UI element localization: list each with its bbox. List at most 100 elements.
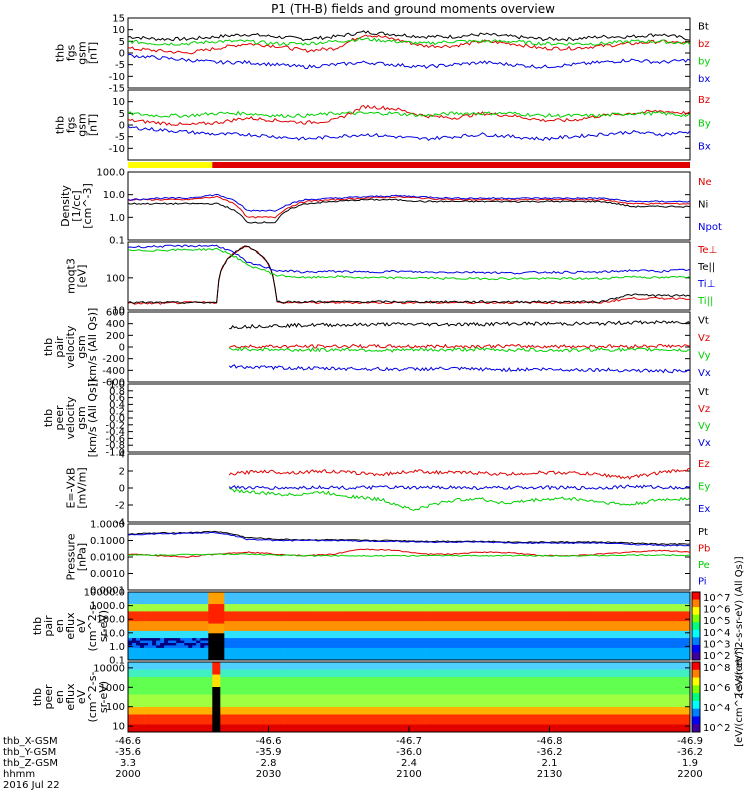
heatmap-cell: [413, 667, 418, 670]
heatmap-cell: [609, 667, 615, 670]
heatmap-cell: [208, 613, 213, 617]
heatmap-cell: [421, 616, 426, 620]
heatmap-cell: [489, 599, 494, 603]
heatmap-cell: [228, 635, 233, 639]
heatmap-cell: [292, 596, 297, 600]
heatmap-cell: [517, 650, 522, 654]
heatmap-cell: [401, 657, 406, 661]
heatmap-cell: [477, 630, 482, 634]
heatmap-cell: [380, 672, 386, 675]
heatmap-cell: [601, 630, 607, 634]
heatmap-cell: [268, 657, 273, 661]
heatmap-cell: [445, 613, 450, 617]
heatmap-cell: [625, 592, 631, 595]
heatmap-cell: [376, 616, 382, 620]
heatmap-cell: [505, 643, 510, 646]
heatmap-cell: [228, 657, 233, 661]
heatmap-cell: [433, 655, 438, 658]
heatmap-cell: [417, 672, 422, 675]
heatmap-cell: [228, 647, 233, 651]
heatmap-cell: [336, 601, 342, 605]
heatmap-cell: [457, 604, 462, 607]
heatmap-cell: [649, 662, 655, 665]
heatmap-cell: [633, 640, 639, 644]
heatmap-cell: [453, 613, 458, 617]
heatmap-cell: [332, 635, 338, 639]
heatmap-cell: [405, 650, 410, 654]
heatmap-cell: [517, 645, 522, 649]
heatmap-cell: [669, 613, 675, 617]
heatmap-cell: [284, 623, 289, 627]
heatmap-cell: [589, 616, 594, 620]
heatmap-cell: [192, 647, 197, 651]
heatmap-cell: [264, 609, 269, 612]
heatmap-cell: [477, 645, 482, 649]
heatmap-cell: [557, 640, 562, 644]
heatmap-cell: [673, 626, 679, 629]
heatmap-cell: [577, 606, 582, 610]
heatmap-cell: [525, 657, 530, 661]
heatmap-cell: [621, 618, 627, 622]
heatmap-cell: [417, 592, 422, 595]
heatmap-cell: [629, 628, 635, 632]
heatmap-cell: [384, 626, 390, 629]
heatmap-cell: [136, 650, 141, 654]
heatmap-cell: [477, 635, 482, 639]
heatmap-cell: [388, 635, 394, 639]
heatmap-cell: [461, 630, 466, 634]
heatmap-cell: [160, 626, 165, 629]
heatmap-cell: [140, 604, 145, 607]
heatmap-cell: [449, 652, 454, 656]
heatmap-cell: [509, 655, 514, 658]
y-tick-label: 1.0: [109, 642, 125, 653]
heatmap-cell: [678, 640, 683, 644]
heatmap-cell: [449, 628, 454, 632]
heatmap-cell: [388, 628, 394, 632]
heatmap-cell: [220, 621, 225, 624]
heatmap-cell: [509, 611, 514, 615]
heatmap-cell: [184, 592, 189, 595]
heatmap-cell: [517, 662, 522, 665]
heatmap-cell: [657, 640, 663, 644]
heatmap-cell: [569, 611, 574, 615]
heatmap-cell: [136, 618, 141, 622]
heatmap-cell: [481, 630, 486, 634]
heatmap-cell: [352, 674, 358, 678]
heatmap-cell: [136, 664, 141, 668]
heatmap-cell: [304, 601, 309, 605]
heatmap-cell: [296, 616, 301, 620]
heatmap-cell: [601, 628, 607, 632]
heatmap-cell: [148, 655, 153, 658]
heatmap-cell: [228, 674, 233, 678]
heatmap-cell: [593, 594, 599, 598]
heatmap-cell: [465, 643, 470, 646]
heatmap-cell: [156, 599, 161, 603]
heatmap-cell: [413, 601, 418, 605]
heatmap-cell: [276, 672, 281, 675]
heatmap-cell: [553, 594, 558, 598]
heatmap-cell: [465, 613, 470, 617]
heatmap-cell: [276, 596, 281, 600]
heatmap-cell: [372, 672, 378, 675]
heatmap-cell: [364, 664, 370, 668]
heatmap-cell: [678, 594, 683, 598]
heatmap-cell: [661, 667, 667, 670]
heatmap-cell: [597, 609, 603, 612]
heatmap-cell: [541, 640, 546, 644]
heatmap-cell: [324, 638, 330, 641]
heatmap-cell: [593, 609, 599, 612]
heatmap-cell: [236, 669, 241, 673]
heatmap-cell: [477, 638, 482, 641]
heatmap-cell: [128, 628, 133, 632]
heatmap-cell: [224, 604, 229, 607]
heatmap-cell: [364, 652, 370, 656]
heatmap-cell: [517, 655, 522, 658]
heatmap-cell: [461, 647, 466, 651]
heatmap-cell: [489, 594, 494, 598]
heatmap-cell: [356, 650, 362, 654]
heatmap-cell: [641, 594, 647, 598]
heatmap-cell: [368, 669, 374, 673]
heatmap-cell: [380, 623, 386, 627]
heatmap-cell: [682, 606, 687, 610]
